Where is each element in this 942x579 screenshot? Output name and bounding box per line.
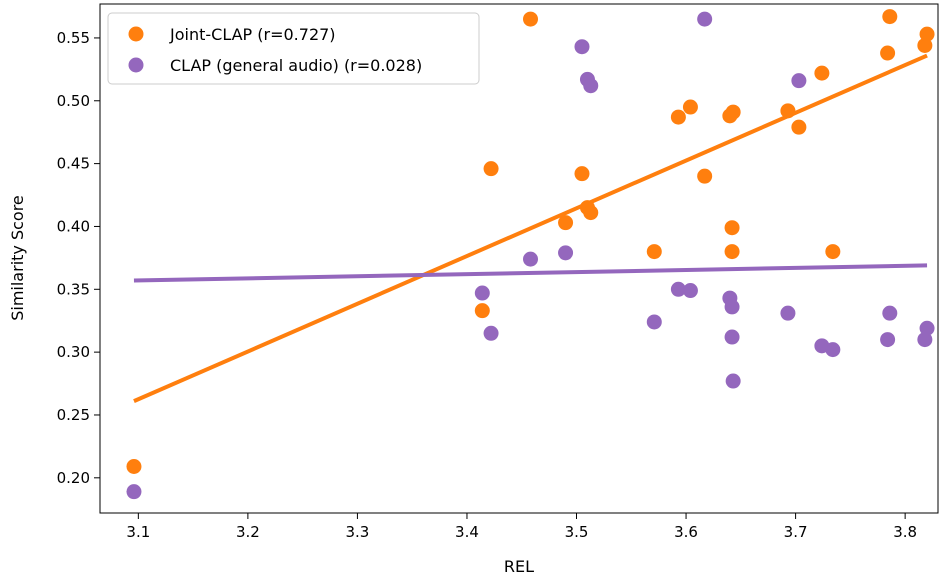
y-tick-label: 0.25 (57, 406, 90, 424)
x-tick-label: 3.7 (784, 523, 808, 541)
legend-marker-joint-clap (128, 26, 144, 42)
data-point-series-1-3 (523, 251, 539, 267)
data-point-series-0-19 (825, 244, 841, 260)
y-tick-label: 0.35 (57, 280, 90, 298)
data-point-series-1-2 (483, 325, 499, 341)
y-axis: 0.20 0.25 0.30 0.35 0.40 0.45 0.50 0.55 (57, 29, 100, 487)
data-point-series-0-3 (523, 11, 539, 27)
data-point-series-1-16 (780, 305, 796, 321)
data-point-series-1-14 (724, 329, 740, 345)
data-point-series-1-20 (880, 332, 896, 348)
plot-frame (99, 3, 939, 514)
x-tick-label: 3.2 (236, 523, 260, 541)
x-tick-label: 3.1 (126, 523, 150, 541)
data-point-series-0-10 (682, 99, 698, 115)
data-point-series-1-1 (474, 285, 490, 301)
data-point-series-0-13 (724, 220, 740, 236)
trend-line-series-1 (133, 263, 928, 283)
data-point-series-1-8 (646, 314, 662, 330)
y-tick-label: 0.55 (57, 29, 90, 47)
y-tick-label: 0.30 (57, 343, 90, 361)
x-tick-label: 3.6 (674, 523, 698, 541)
data-point-series-1-10 (682, 283, 698, 299)
data-point-series-1-9 (670, 281, 686, 297)
data-point-series-0-5 (574, 166, 590, 182)
data-point-series-1-4 (558, 245, 574, 261)
y-tick-label: 0.50 (57, 92, 90, 110)
data-point-series-0-8 (646, 244, 662, 260)
data-point-series-1-7 (583, 78, 599, 94)
data-point-series-0-20 (880, 45, 896, 61)
data-point-series-0-9 (670, 109, 686, 125)
data-point-series-0-15 (725, 104, 741, 120)
legend-marker-clap-general-audio (128, 57, 144, 73)
data-point-series-1-22 (917, 332, 933, 348)
data-point-series-1-11 (697, 11, 713, 27)
data-point-series-1-19 (825, 342, 841, 358)
y-tick-label: 0.40 (57, 217, 90, 235)
y-axis-label: Similarity Score (8, 195, 27, 321)
data-point-series-1-13 (724, 299, 740, 315)
y-tick-label: 0.45 (57, 155, 90, 173)
plot-area (126, 9, 935, 500)
legend-label-joint-clap: Joint-CLAP (r=0.727) (169, 25, 336, 44)
data-point-series-1-21 (882, 305, 898, 321)
data-point-series-0-22 (917, 37, 933, 53)
data-point-series-0-17 (791, 119, 807, 135)
legend-box (107, 12, 480, 85)
data-point-series-0-21 (882, 9, 898, 25)
x-axis: 3.1 3.2 3.3 3.4 3.5 3.6 3.7 3.8 (126, 513, 917, 541)
data-point-series-0-11 (697, 168, 713, 184)
x-tick-label: 3.8 (893, 523, 917, 541)
data-point-series-1-15 (725, 373, 741, 389)
x-tick-label: 3.3 (345, 523, 369, 541)
data-point-series-0-18 (814, 65, 830, 81)
data-point-series-1-0 (126, 484, 142, 500)
data-point-series-0-7 (583, 205, 599, 221)
data-point-series-0-14 (724, 244, 740, 260)
data-point-series-1-17 (791, 73, 807, 89)
data-point-series-0-1 (474, 303, 490, 319)
data-point-series-1-5 (574, 39, 590, 55)
data-point-series-1-23 (919, 320, 935, 336)
data-point-series-0-2 (483, 161, 499, 177)
x-axis-label: REL (504, 557, 534, 576)
x-tick-label: 3.4 (455, 523, 479, 541)
trend-line-series-0 (133, 53, 928, 403)
data-point-series-0-16 (780, 103, 796, 119)
data-point-series-0-0 (126, 458, 142, 474)
x-tick-label: 3.5 (565, 523, 589, 541)
y-tick-label: 0.20 (57, 469, 90, 487)
legend: Joint-CLAP (r=0.727) CLAP (general audio… (107, 12, 480, 85)
data-point-series-0-23 (919, 26, 935, 42)
legend-label-clap-general-audio: CLAP (general audio) (r=0.028) (170, 56, 422, 75)
data-point-series-0-4 (558, 215, 574, 231)
